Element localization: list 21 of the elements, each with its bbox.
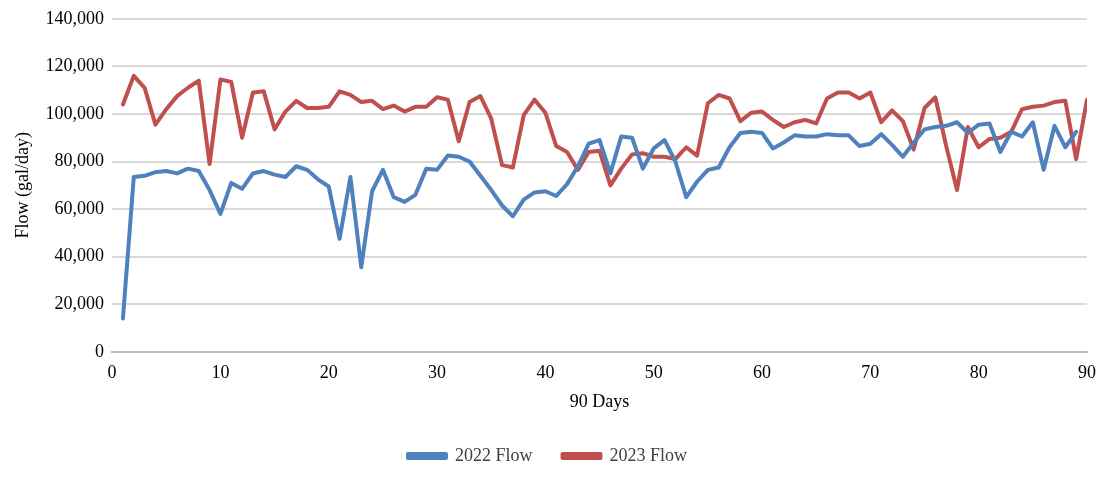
x-tick-label: 30 bbox=[428, 362, 447, 383]
y-tick-label: 20,000 bbox=[54, 292, 105, 313]
y-axis-title: Flow (gal/day) bbox=[11, 132, 33, 239]
x-tick-label: 90 bbox=[1078, 362, 1096, 383]
x-tick-label: 80 bbox=[969, 362, 988, 383]
legend-label: 2022 Flow bbox=[454, 444, 533, 465]
x-tick-label: 10 bbox=[211, 362, 230, 383]
y-tick-label: 140,000 bbox=[45, 7, 105, 28]
x-axis-title: 90 Days bbox=[569, 390, 630, 411]
x-tick-label: 20 bbox=[319, 362, 338, 383]
x-tick-label: 70 bbox=[861, 362, 880, 383]
y-tick-label: 80,000 bbox=[54, 150, 105, 171]
legend-label: 2023 Flow bbox=[609, 444, 688, 465]
y-tick-label: 0 bbox=[95, 340, 105, 361]
y-tick-label: 100,000 bbox=[45, 102, 105, 123]
x-tick-label: 50 bbox=[644, 362, 663, 383]
y-tick-label: 40,000 bbox=[54, 245, 105, 266]
y-tick-label: 60,000 bbox=[54, 197, 105, 218]
x-tick-label: 60 bbox=[753, 362, 772, 383]
x-tick-label: 40 bbox=[536, 362, 555, 383]
y-tick-label: 120,000 bbox=[45, 55, 105, 76]
